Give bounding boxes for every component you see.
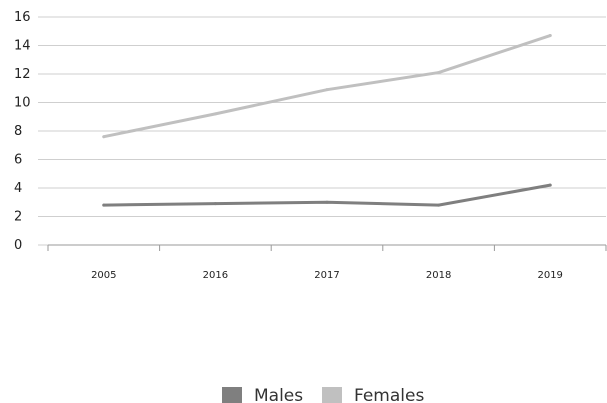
y-tick-label: 16 [14, 10, 31, 25]
y-tick-label: 0 [14, 238, 22, 253]
y-tick-label: 10 [14, 96, 31, 111]
gridlines [38, 16, 606, 246]
data-point-males [325, 200, 329, 204]
data-point-females [102, 135, 106, 139]
y-axis-ticks: 0 2 4 6 8 10 12 14 16 [14, 10, 31, 253]
y-tick-label: 4 [14, 181, 22, 196]
y-tick-label: 2 [14, 210, 22, 225]
series-line-females [102, 34, 552, 139]
data-point-females [213, 112, 217, 116]
data-point-females [437, 71, 441, 75]
data-point-males [437, 203, 441, 207]
data-point-males [213, 202, 217, 206]
x-tick-label: 2017 [314, 270, 339, 281]
legend-swatch-males [222, 387, 242, 403]
data-point-males [102, 203, 106, 207]
x-tick-label: 2005 [91, 270, 116, 281]
x-tick-label: 2016 [203, 270, 228, 281]
data-point-females [325, 88, 329, 92]
y-tick-label: 8 [14, 124, 22, 139]
series-lines [102, 34, 552, 207]
x-tick-label: 2018 [426, 270, 451, 281]
x-axis: 2005 2016 2017 2018 2019 [47, 244, 607, 281]
data-point-females [548, 34, 552, 38]
y-tick-label: 14 [14, 39, 31, 54]
y-tick-label: 6 [14, 153, 22, 168]
legend-label-males: Males [254, 386, 303, 403]
data-point-males [548, 183, 552, 187]
x-tick-label: 2019 [537, 270, 562, 281]
legend: Males Females [222, 386, 424, 403]
y-tick-label: 12 [14, 67, 31, 82]
legend-label-females: Females [354, 386, 424, 403]
legend-swatch-females [322, 387, 342, 403]
